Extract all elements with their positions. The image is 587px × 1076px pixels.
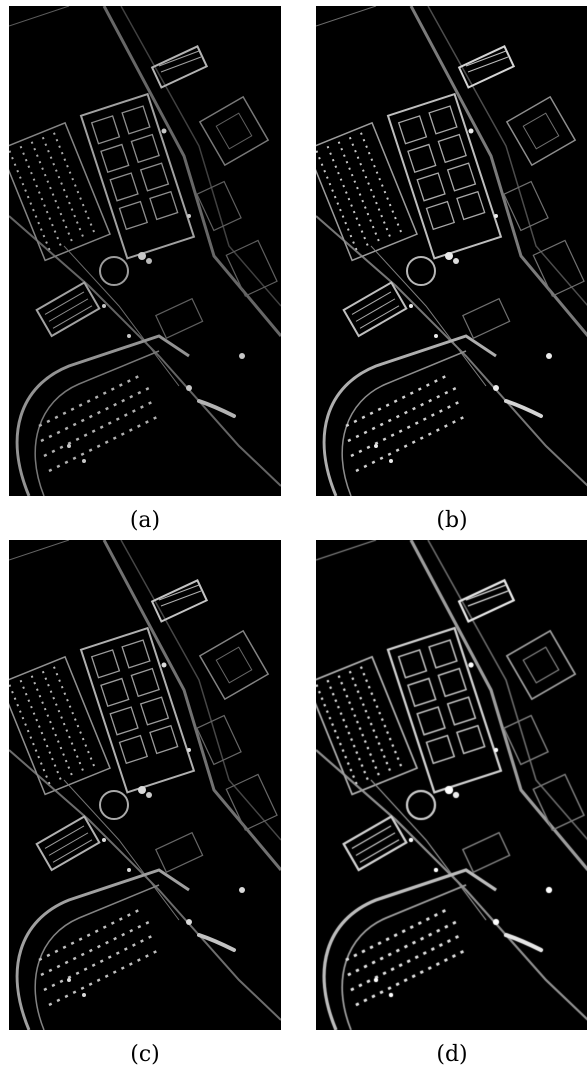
panel-c-image (9, 540, 281, 1030)
panel-b-edge-map (316, 6, 587, 496)
panel-c-caption: (c) (130, 1042, 160, 1067)
panel-b-caption: (b) (436, 508, 468, 533)
panel-d-image (316, 540, 587, 1030)
panel-d-caption: (d) (436, 1042, 468, 1067)
panel-a-edge-map (9, 6, 281, 496)
panel-a-image (9, 6, 281, 496)
panel-a-caption: (a) (129, 508, 161, 533)
panel-b-image (316, 6, 587, 496)
panel-c-edge-map (9, 540, 281, 1030)
panel-d-edge-map (316, 540, 587, 1030)
